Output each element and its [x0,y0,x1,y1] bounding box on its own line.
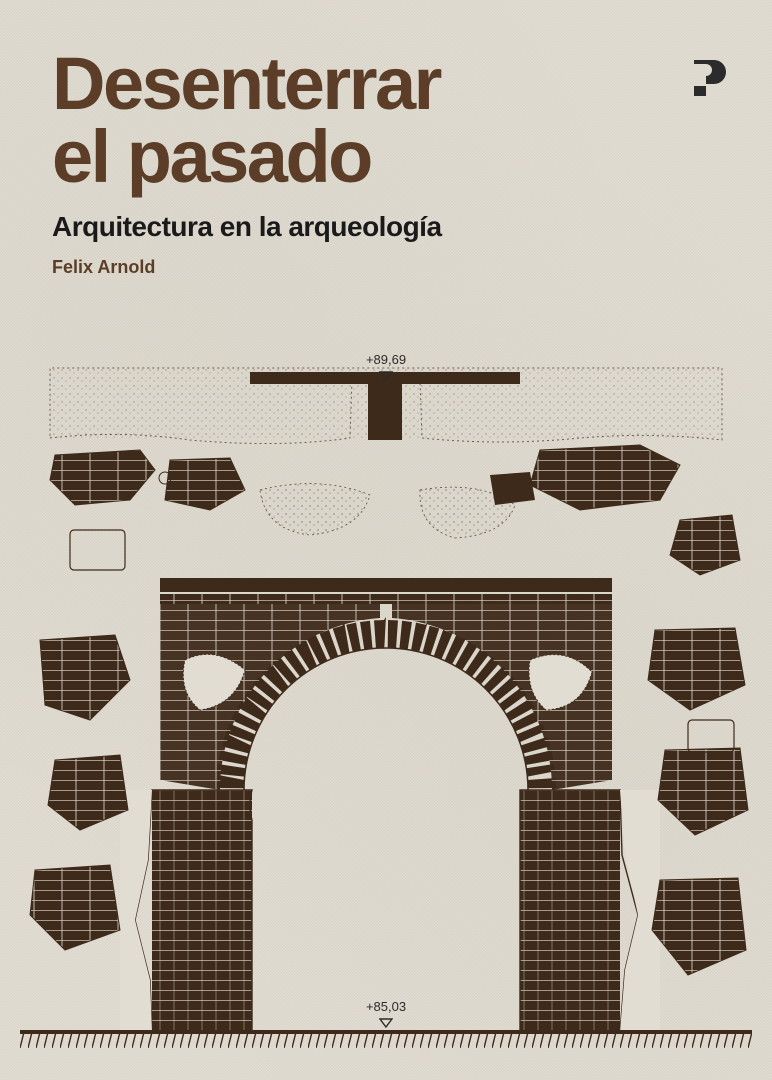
archaeological-drawing: +89,69 +85,03 [20,360,752,1050]
publisher-logo-icon [684,56,726,98]
debris-right [648,628,748,975]
elevation-bottom-value: +85,03 [366,999,406,1014]
elevation-top-value: +89,69 [366,352,406,367]
left-pier [120,790,252,1032]
author-name: Felix Arnold [52,257,720,278]
masonry-fragment [50,450,245,570]
title-line-1: Desenterrar [52,42,440,125]
right-pier [520,790,660,1032]
title-line-2: el pasado [52,115,371,198]
elevation-marker-icon [379,371,393,381]
debris-left [30,635,130,950]
masonry-fragment [490,445,740,575]
elevation-bottom-label: +85,03 [366,999,406,1028]
book-subtitle: Arquitectura en la arqueología [52,211,720,243]
book-title: Desenterrar el pasado [52,48,720,193]
elevation-marker-icon [379,1018,393,1028]
elevation-top-label: +89,69 [366,352,406,381]
header: Desenterrar el pasado Arquitectura en la… [52,48,720,278]
